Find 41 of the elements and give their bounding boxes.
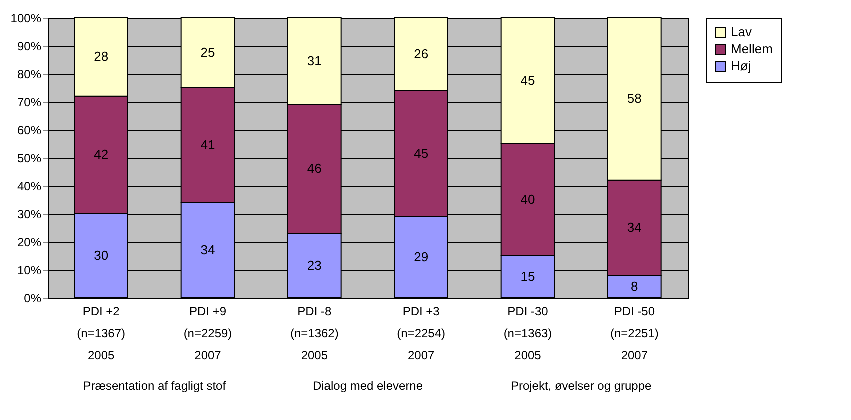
- x-tick-label: PDI -50 (n=2251) 2007: [610, 304, 659, 362]
- x-tick-label: PDI +9 (n=2259) 2007: [184, 304, 232, 362]
- data-label: 8: [631, 278, 638, 294]
- text: Præsentation af fagligt stof: [83, 379, 227, 393]
- y-tick-label: 100%: [10, 12, 42, 26]
- data-label: 34: [200, 242, 216, 258]
- data-label: 30: [94, 248, 109, 263]
- y-tick-label: 10%: [17, 264, 42, 278]
- data-label: 25: [200, 45, 216, 60]
- y-tick-label: 30%: [17, 208, 42, 222]
- x-tick-label: PDI +2 (n=1367) 2005: [77, 304, 126, 362]
- data-label: 34: [627, 220, 642, 235]
- y-tick-label: 40%: [17, 180, 42, 194]
- y-tick-label: 70%: [17, 96, 42, 110]
- data-label: 23: [307, 258, 322, 273]
- y-tick-label: 0%: [24, 292, 42, 306]
- legend-label: Lav: [731, 24, 752, 40]
- y-tick-label: 90%: [17, 40, 42, 54]
- data-label: 58: [627, 91, 642, 106]
- data-label: 26: [414, 46, 429, 62]
- x-tick-label: PDI -8 (n=1362) 2005: [290, 304, 339, 362]
- x-tick-label: PDI +3 (n=2254) 2007: [397, 304, 446, 362]
- data-label: 40: [520, 192, 536, 207]
- data-label: 31: [307, 53, 322, 68]
- legend-label: Mellem: [731, 42, 773, 56]
- legend-label: Høj: [731, 58, 752, 74]
- y-tick-label: 50%: [17, 152, 42, 166]
- data-label: 28: [94, 49, 109, 64]
- x-tick-label: PDI -30 (n=1363) 2005: [504, 304, 552, 362]
- y-tick-label: 80%: [17, 68, 42, 82]
- text: Projekt, øvelser og gruppe: [510, 379, 652, 393]
- data-label: 46: [307, 161, 322, 176]
- data-label: 29: [414, 249, 429, 264]
- data-label: 45: [520, 73, 536, 88]
- y-tick-label: 60%: [17, 124, 42, 138]
- data-label: 41: [200, 137, 216, 152]
- data-label: 45: [414, 146, 429, 161]
- text: Dialog med eleverne: [312, 379, 424, 393]
- data-label: 42: [94, 147, 109, 162]
- y-tick-label: 20%: [17, 236, 42, 250]
- data-label: 15: [520, 269, 536, 284]
